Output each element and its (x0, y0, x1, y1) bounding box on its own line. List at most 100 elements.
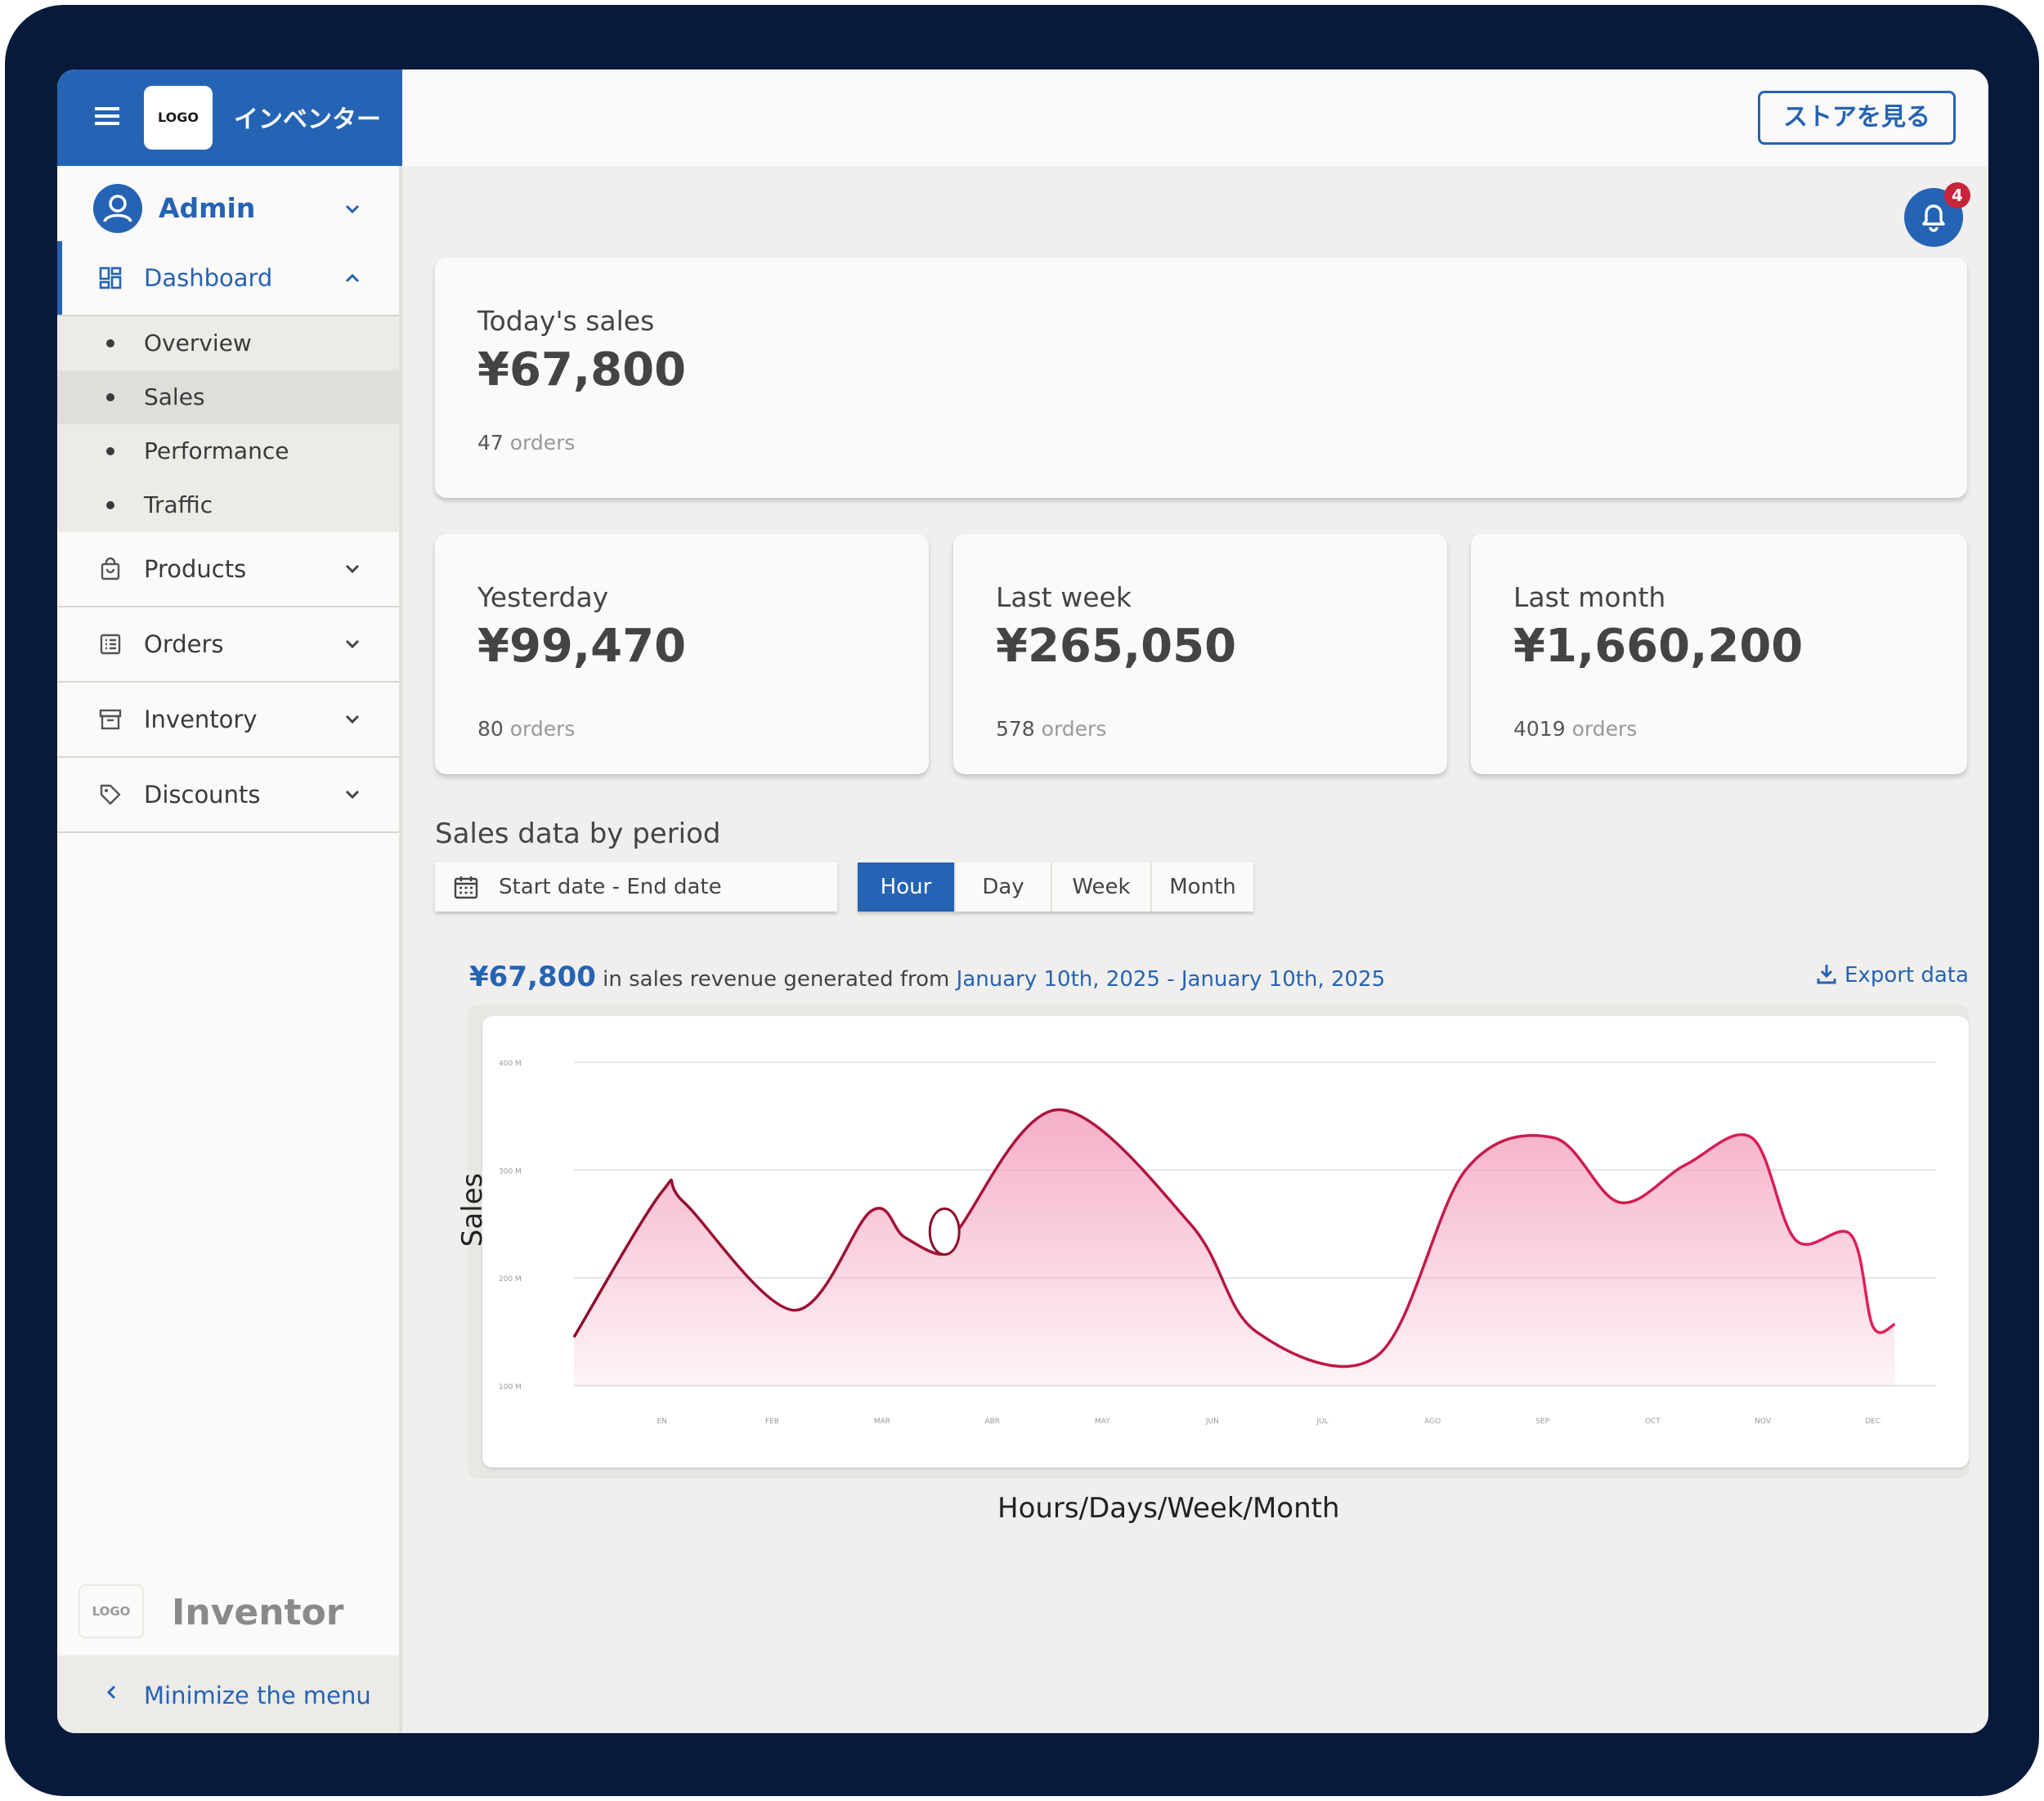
x-tick-label: EN (657, 1418, 666, 1426)
submenu-item-performance[interactable]: Performance (57, 424, 399, 478)
card-orders: 80 orders (477, 717, 575, 741)
card-orders: 4019 orders (1513, 717, 1637, 741)
y-tick-label: 400 M (499, 1060, 522, 1068)
summary-text: in sales revenue generated from (603, 967, 950, 992)
x-tick-label: FEB (765, 1418, 779, 1426)
app-window: LOGO インベンター Admin Dashboard Overview Sal… (57, 69, 1988, 1733)
card-orders: 47 orders (477, 431, 575, 455)
sales-area-chart: 100 M 200 M 300 M 400 M EN FEB MAR ABR MAY JUN JUL… (499, 1060, 1936, 1426)
last-week-sales-card: Last week ¥265,050 578 orders (953, 534, 1447, 774)
submenu-item-label: Traffic (144, 491, 213, 518)
y-tick-label: 100 M (499, 1383, 522, 1391)
submenu-item-label: Sales (144, 383, 205, 410)
submenu-item-overview[interactable]: Overview (57, 316, 399, 370)
calendar-icon (454, 876, 478, 899)
orders-suffix: orders (1571, 717, 1638, 741)
notification-count-badge: 4 (1944, 182, 1970, 208)
sidebar-item-discounts[interactable]: Discounts (57, 758, 399, 833)
sales-summary: ¥67,800 in sales revenue generated from … (469, 961, 1385, 993)
last-month-sales-card: Last month ¥1,660,200 4019 orders (1471, 534, 1967, 774)
hamburger-menu-icon[interactable] (95, 107, 119, 128)
dashboard-icon (99, 267, 122, 289)
x-tick-label: OCT (1645, 1418, 1661, 1426)
export-data-label: Export data (1845, 963, 1969, 988)
user-menu[interactable]: Admin (93, 182, 388, 235)
summary-date-range: January 10th, 2025 - January 10th, 2025 (956, 967, 1386, 992)
sidebar-item-orders[interactable]: Orders (57, 607, 399, 683)
y-tick-label: 200 M (499, 1275, 522, 1284)
brand-logo: LOGO (144, 86, 213, 150)
orders-suffix: orders (1041, 717, 1107, 741)
x-tick-label: JUN (1205, 1418, 1219, 1426)
view-store-button[interactable]: ストアを見る (1758, 91, 1956, 145)
today-sales-card: Today's sales ¥67,800 47 orders (435, 258, 1967, 498)
x-tick-label: NOV (1755, 1418, 1772, 1426)
footer-logo: LOGO (78, 1584, 144, 1638)
submenu-item-label: Performance (144, 437, 289, 464)
minimize-menu-button[interactable]: Minimize the menu (57, 1655, 399, 1733)
archive-icon (99, 709, 122, 730)
card-title: Today's sales (477, 305, 655, 337)
chevron-up-icon (345, 273, 360, 283)
x-tick-label: AGO (1424, 1418, 1441, 1426)
period-tab-week[interactable]: Week (1052, 862, 1152, 912)
chart-point-marker (928, 1207, 961, 1256)
submenu-item-traffic[interactable]: Traffic (57, 478, 399, 532)
submenu-item-sales[interactable]: Sales (57, 370, 399, 424)
summary-amount: ¥67,800 (469, 961, 596, 993)
chevron-left-icon (106, 1685, 116, 1700)
tag-icon (100, 784, 121, 805)
submenu-item-label: Overview (144, 329, 252, 356)
sidebar-item-dashboard[interactable]: Dashboard (57, 241, 399, 316)
x-tick-label: MAR (874, 1418, 890, 1426)
x-tick-label: ABR (984, 1418, 1000, 1426)
card-title: Last week (996, 581, 1132, 613)
orders-count: 47 (477, 431, 504, 455)
bullet (106, 447, 114, 455)
top-bar: ストアを見る (402, 69, 1988, 166)
minimize-menu-label: Minimize the menu (144, 1682, 371, 1709)
sales-section-title: Sales data by period (435, 818, 721, 850)
x-tick-label: MAY (1095, 1418, 1110, 1426)
period-selector: Hour Day Week Month (858, 862, 1253, 912)
period-tab-month[interactable]: Month (1169, 875, 1236, 899)
sidebar-item-products[interactable]: Products (57, 532, 399, 607)
bag-icon (101, 557, 120, 580)
sidebar-item-label: Dashboard (144, 264, 273, 292)
user-avatar-icon (93, 184, 142, 233)
yesterday-sales-card: Yesterday ¥99,470 80 orders (435, 534, 929, 774)
sidebar: LOGO インベンター Admin Dashboard Overview Sal… (57, 69, 402, 1733)
card-value: ¥99,470 (477, 620, 687, 673)
download-icon (1817, 965, 1836, 984)
chevron-down-icon (345, 790, 360, 800)
brand-bar: LOGO インベンター (57, 69, 402, 166)
card-orders: 578 orders (996, 717, 1106, 741)
chevron-down-icon (345, 639, 360, 649)
x-tick-label: SEP (1535, 1418, 1549, 1426)
chevron-down-icon (345, 564, 360, 574)
dashboard-submenu: Overview Sales Performance Traffic (57, 316, 399, 532)
y-tick-label: 300 M (499, 1167, 522, 1176)
sidebar-item-inventory[interactable]: Inventory (57, 683, 399, 758)
bullet (106, 339, 114, 347)
x-tick-label: DEC (1865, 1418, 1880, 1426)
orders-suffix: orders (509, 717, 576, 741)
sales-series-line (572, 1108, 1896, 1369)
footer-brand-name: Inventor (172, 1592, 344, 1633)
period-tab-hour[interactable]: Hour (858, 862, 956, 912)
card-value: ¥67,800 (477, 343, 687, 396)
chevron-down-icon (345, 715, 360, 724)
period-tab-day[interactable]: Day (956, 862, 1052, 912)
orders-suffix: orders (509, 431, 576, 455)
user-name: Admin (159, 192, 256, 224)
date-range-input[interactable]: Start date - End date (435, 862, 837, 912)
chevron-down-icon (345, 204, 360, 214)
sidebar-item-label: Inventory (144, 706, 258, 733)
export-data-link[interactable]: Export data (1815, 962, 1969, 988)
orders-count: 80 (477, 717, 504, 741)
brand-name: インベンター (234, 105, 381, 134)
orders-count: 578 (996, 717, 1035, 741)
card-title: Yesterday (477, 581, 609, 613)
list-icon (100, 634, 121, 655)
card-value: ¥1,660,200 (1513, 620, 1804, 673)
